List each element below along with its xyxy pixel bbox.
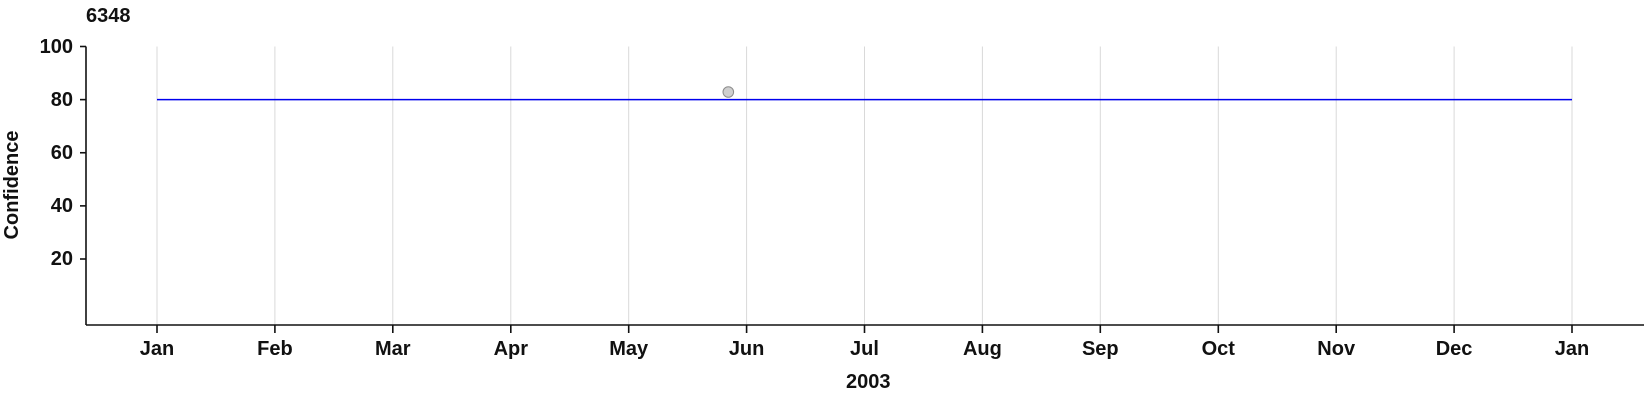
svg-text:Oct: Oct	[1202, 338, 1236, 360]
svg-text:Jan: Jan	[140, 338, 174, 360]
svg-text:Apr: Apr	[494, 338, 529, 360]
svg-text:40: 40	[51, 195, 73, 217]
svg-text:80: 80	[51, 89, 73, 111]
svg-text:60: 60	[51, 142, 73, 164]
svg-text:Nov: Nov	[1317, 338, 1356, 360]
svg-text:Sep: Sep	[1082, 338, 1119, 360]
svg-text:Jun: Jun	[729, 338, 765, 360]
svg-text:Confidence: Confidence	[1, 131, 23, 240]
svg-text:100: 100	[40, 36, 73, 58]
svg-text:Mar: Mar	[375, 338, 411, 360]
svg-text:Jul: Jul	[850, 338, 879, 360]
svg-text:20: 20	[51, 248, 73, 270]
svg-text:Dec: Dec	[1436, 338, 1473, 360]
svg-text:Feb: Feb	[257, 338, 293, 360]
svg-text:May: May	[609, 338, 649, 360]
svg-text:2003: 2003	[846, 371, 891, 393]
svg-text:6348: 6348	[86, 5, 131, 27]
svg-text:Aug: Aug	[963, 338, 1002, 360]
svg-text:Jan: Jan	[1555, 338, 1589, 360]
